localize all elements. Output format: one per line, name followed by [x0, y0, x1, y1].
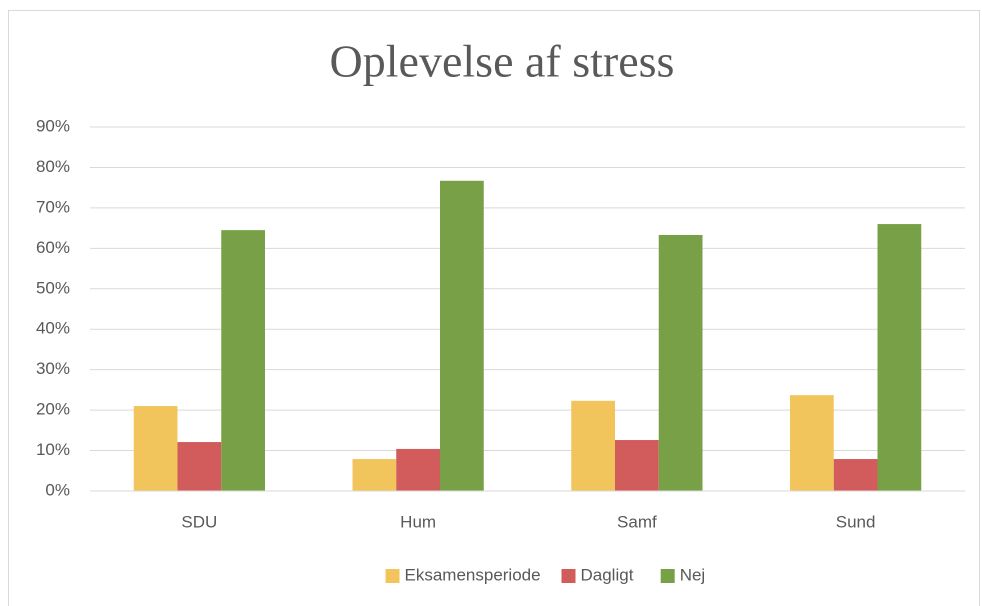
- x-tick-label: Samf: [617, 512, 657, 531]
- bar: [615, 440, 659, 491]
- legend-label: Dagligt: [581, 565, 634, 584]
- bar: [133, 406, 178, 491]
- bar: [440, 180, 484, 491]
- y-tick-label: 60%: [36, 238, 70, 257]
- y-tick-label: 80%: [36, 157, 70, 176]
- bar: [221, 230, 265, 491]
- y-tick-label: 0%: [45, 480, 70, 499]
- chart-title: Oplevelse af stress: [330, 36, 675, 87]
- bar: [833, 459, 878, 491]
- bar: [352, 459, 397, 491]
- x-tick-label: Sund: [836, 512, 876, 531]
- legend-swatch: [385, 569, 400, 583]
- bar: [877, 224, 922, 492]
- bar: [658, 234, 703, 491]
- chart-frame: [8, 10, 980, 606]
- y-tick-label: 20%: [36, 400, 70, 419]
- y-tick-label: 90%: [36, 116, 70, 135]
- y-tick-label: 70%: [36, 197, 70, 216]
- bar: [571, 400, 615, 491]
- y-tick-label: 50%: [36, 278, 70, 297]
- legend-label: Eksamensperiode: [405, 565, 541, 584]
- legend-swatch: [660, 569, 675, 583]
- bar: [396, 448, 440, 491]
- y-tick-label: 40%: [36, 319, 70, 338]
- y-tick-label: 10%: [36, 440, 70, 459]
- legend-swatch: [561, 569, 576, 583]
- legend-label: Nej: [680, 565, 706, 584]
- bar: [790, 395, 834, 491]
- y-tick-label: 30%: [36, 359, 70, 378]
- x-tick-label: Hum: [400, 512, 436, 531]
- bar: [177, 442, 222, 491]
- x-tick-label: SDU: [181, 512, 217, 531]
